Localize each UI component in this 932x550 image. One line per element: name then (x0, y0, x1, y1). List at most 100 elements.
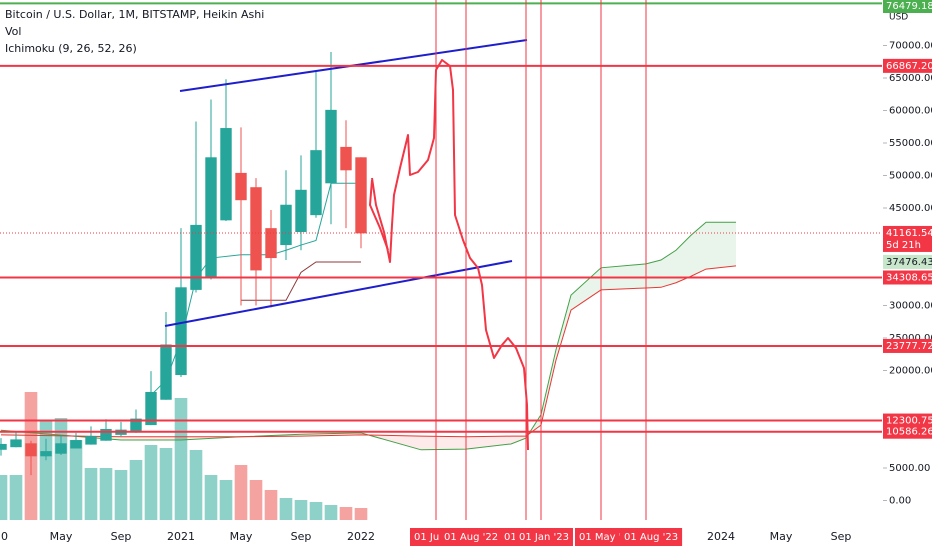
candle-body (160, 344, 172, 400)
cloud-fill (661, 250, 676, 288)
volume-bar (144, 445, 158, 520)
indicator-price-label-bg (883, 254, 932, 269)
volume-bar (354, 508, 368, 520)
volume-bar (54, 418, 68, 520)
cloud-fill (466, 436, 511, 450)
volume-bar (279, 498, 293, 520)
candle-body (0, 443, 7, 450)
x-tick-label: 2022 (347, 530, 375, 543)
volume-bar (189, 450, 203, 520)
indicator-label: Vol (5, 25, 21, 38)
candle-body (190, 224, 202, 290)
price-unit: USD (889, 13, 908, 23)
candle-body (100, 429, 112, 441)
volume-bar (9, 475, 23, 520)
y-tick-label: 20000.00 (889, 366, 932, 377)
senkou-a-line (0, 221, 736, 451)
chart-title: Bitcoin / U.S. Dollar, 1M, BITSTAMP, Hei… (5, 8, 264, 21)
y-tick-label: 55000.00 (889, 138, 932, 149)
cloud-fill (541, 349, 556, 426)
volume-bar (159, 448, 173, 520)
y-tick-label: 25000.00 (889, 333, 932, 344)
x-tick-label: 20 (0, 530, 8, 543)
volume-bar (294, 500, 308, 520)
candle-body (310, 150, 322, 216)
senkou-b-line (0, 265, 737, 438)
cloud-fill (571, 267, 601, 311)
date-marker-label-bg (620, 528, 683, 546)
candle-body (235, 172, 247, 201)
level-label-bg (883, 338, 932, 353)
x-tick-label: Sep (291, 530, 312, 543)
volume-bar (174, 398, 188, 520)
indicator-price-label: 37476.43 (886, 257, 932, 268)
level-label-bg (883, 413, 932, 428)
level-label: 66867.20 (886, 61, 932, 72)
candle-body (175, 287, 187, 376)
level-label-bg (883, 270, 932, 285)
x-tick-label: May (770, 530, 793, 543)
volume-bar (84, 468, 98, 520)
level-label: 34308.65 (886, 272, 932, 283)
current-price-label: 41161.54 (886, 228, 932, 239)
level-label: 10586.26 (886, 427, 932, 438)
volume-bar (114, 470, 128, 520)
candle-body (40, 451, 52, 457)
volume-bar (99, 468, 113, 520)
candle-body (325, 109, 337, 184)
indicator-label: Ichimoku (9, 26, 52, 26) (5, 42, 137, 55)
date-marker-label: 01 May '23 (579, 532, 634, 543)
y-tick-label: 45000.00 (889, 203, 932, 214)
cloud-fill (691, 222, 706, 277)
y-tick-label: 5000.00 (889, 463, 930, 474)
date-marker-label: 01 Aug '23 (624, 532, 678, 543)
date-marker-label-bg (515, 528, 573, 546)
candle-body (295, 189, 307, 233)
date-marker-label-bg (440, 528, 503, 546)
date-marker-label: 01 Jan '23 (519, 532, 569, 543)
x-tick-label: 2024 (707, 530, 735, 543)
countdown-label: 5d 21h (886, 240, 921, 251)
y-tick-label: 60000.00 (889, 106, 932, 117)
plot-mid (0, 52, 737, 476)
date-marker-label: 01 Aug '22 (444, 532, 498, 543)
volume-bar (234, 465, 248, 520)
y-tick-label: 70000.00 (889, 41, 932, 52)
current-price-bg (883, 225, 932, 252)
candle-body (265, 228, 277, 259)
volume-bar (0, 475, 8, 520)
date-marker-label: 01 (504, 532, 517, 543)
volume-bar (219, 480, 233, 520)
level-label-bg (883, 424, 932, 439)
x-tick-label: Sep (111, 530, 132, 543)
candle-body (55, 443, 67, 454)
candle-body (220, 128, 232, 221)
candle-body (145, 391, 157, 426)
volume-bar (129, 460, 143, 520)
volume-bar (204, 475, 218, 520)
cloud-fill (646, 260, 661, 288)
candle-body (340, 146, 352, 171)
volume-bar (249, 480, 263, 520)
candle-body (355, 157, 367, 234)
cloud-fill (421, 436, 466, 450)
level-label: 23777.72 (886, 341, 932, 352)
plot-front (0, 0, 882, 520)
drawings (164, 39, 529, 451)
candle-body (85, 436, 97, 445)
volume-bar (39, 420, 53, 520)
plot-back (0, 222, 736, 520)
candle-body (70, 440, 82, 449)
y-tick-label: 0.00 (889, 496, 911, 507)
date-marker-label: 01 Jun (414, 532, 446, 543)
x-tick-label: May (230, 530, 253, 543)
cloud-fill (706, 222, 736, 270)
volume-bar (264, 490, 278, 520)
x-tick-label: May (50, 530, 73, 543)
level-label-bg (883, 0, 932, 13)
volume-bar (339, 507, 353, 520)
level-label: 76479.18 (886, 1, 932, 12)
y-tick-label: 30000.00 (889, 301, 932, 312)
